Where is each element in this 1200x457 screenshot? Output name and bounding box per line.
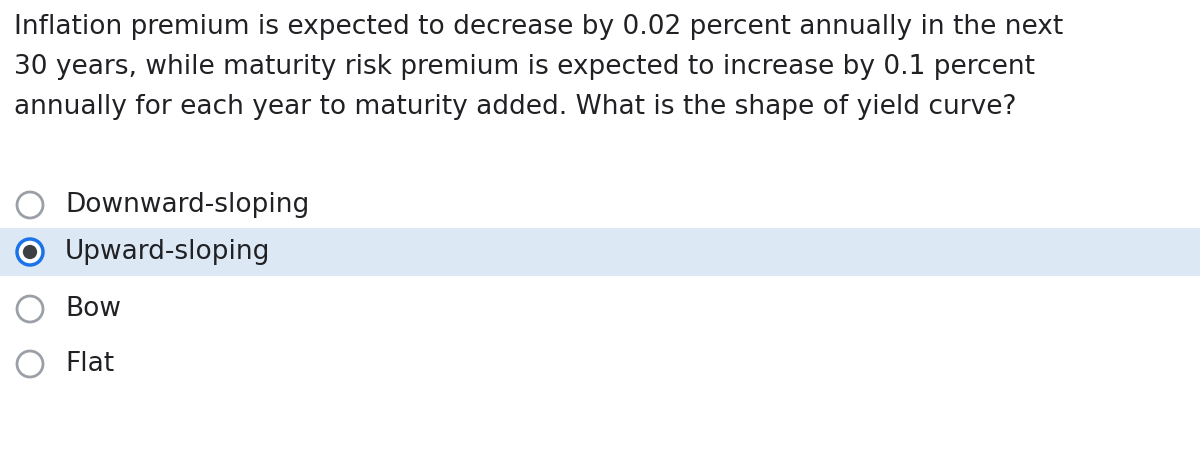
Text: Inflation premium is expected to decrease by 0.02 percent annually in the next: Inflation premium is expected to decreas… <box>14 14 1063 40</box>
Circle shape <box>23 245 37 259</box>
Circle shape <box>17 239 43 265</box>
Circle shape <box>17 296 43 322</box>
FancyBboxPatch shape <box>0 228 1200 276</box>
Text: annually for each year to maturity added. What is the shape of yield curve?: annually for each year to maturity added… <box>14 94 1016 120</box>
Circle shape <box>17 192 43 218</box>
Text: Downward-sloping: Downward-sloping <box>65 192 310 218</box>
Circle shape <box>17 351 43 377</box>
Text: Upward-sloping: Upward-sloping <box>65 239 270 265</box>
Text: Flat: Flat <box>65 351 114 377</box>
Text: Bow: Bow <box>65 296 121 322</box>
Text: 30 years, while maturity risk premium is expected to increase by 0.1 percent: 30 years, while maturity risk premium is… <box>14 54 1034 80</box>
